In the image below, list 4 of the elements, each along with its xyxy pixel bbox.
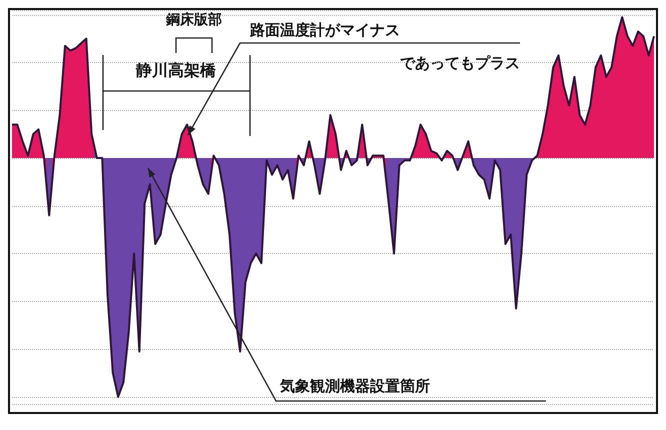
annotation: 路面温度計がマイナス: [249, 21, 400, 39]
annotation: 鋼床版部: [165, 11, 222, 28]
annotation: 静川高架橋: [135, 60, 217, 80]
annotation: 気象観測機器設置箇所: [279, 377, 430, 395]
